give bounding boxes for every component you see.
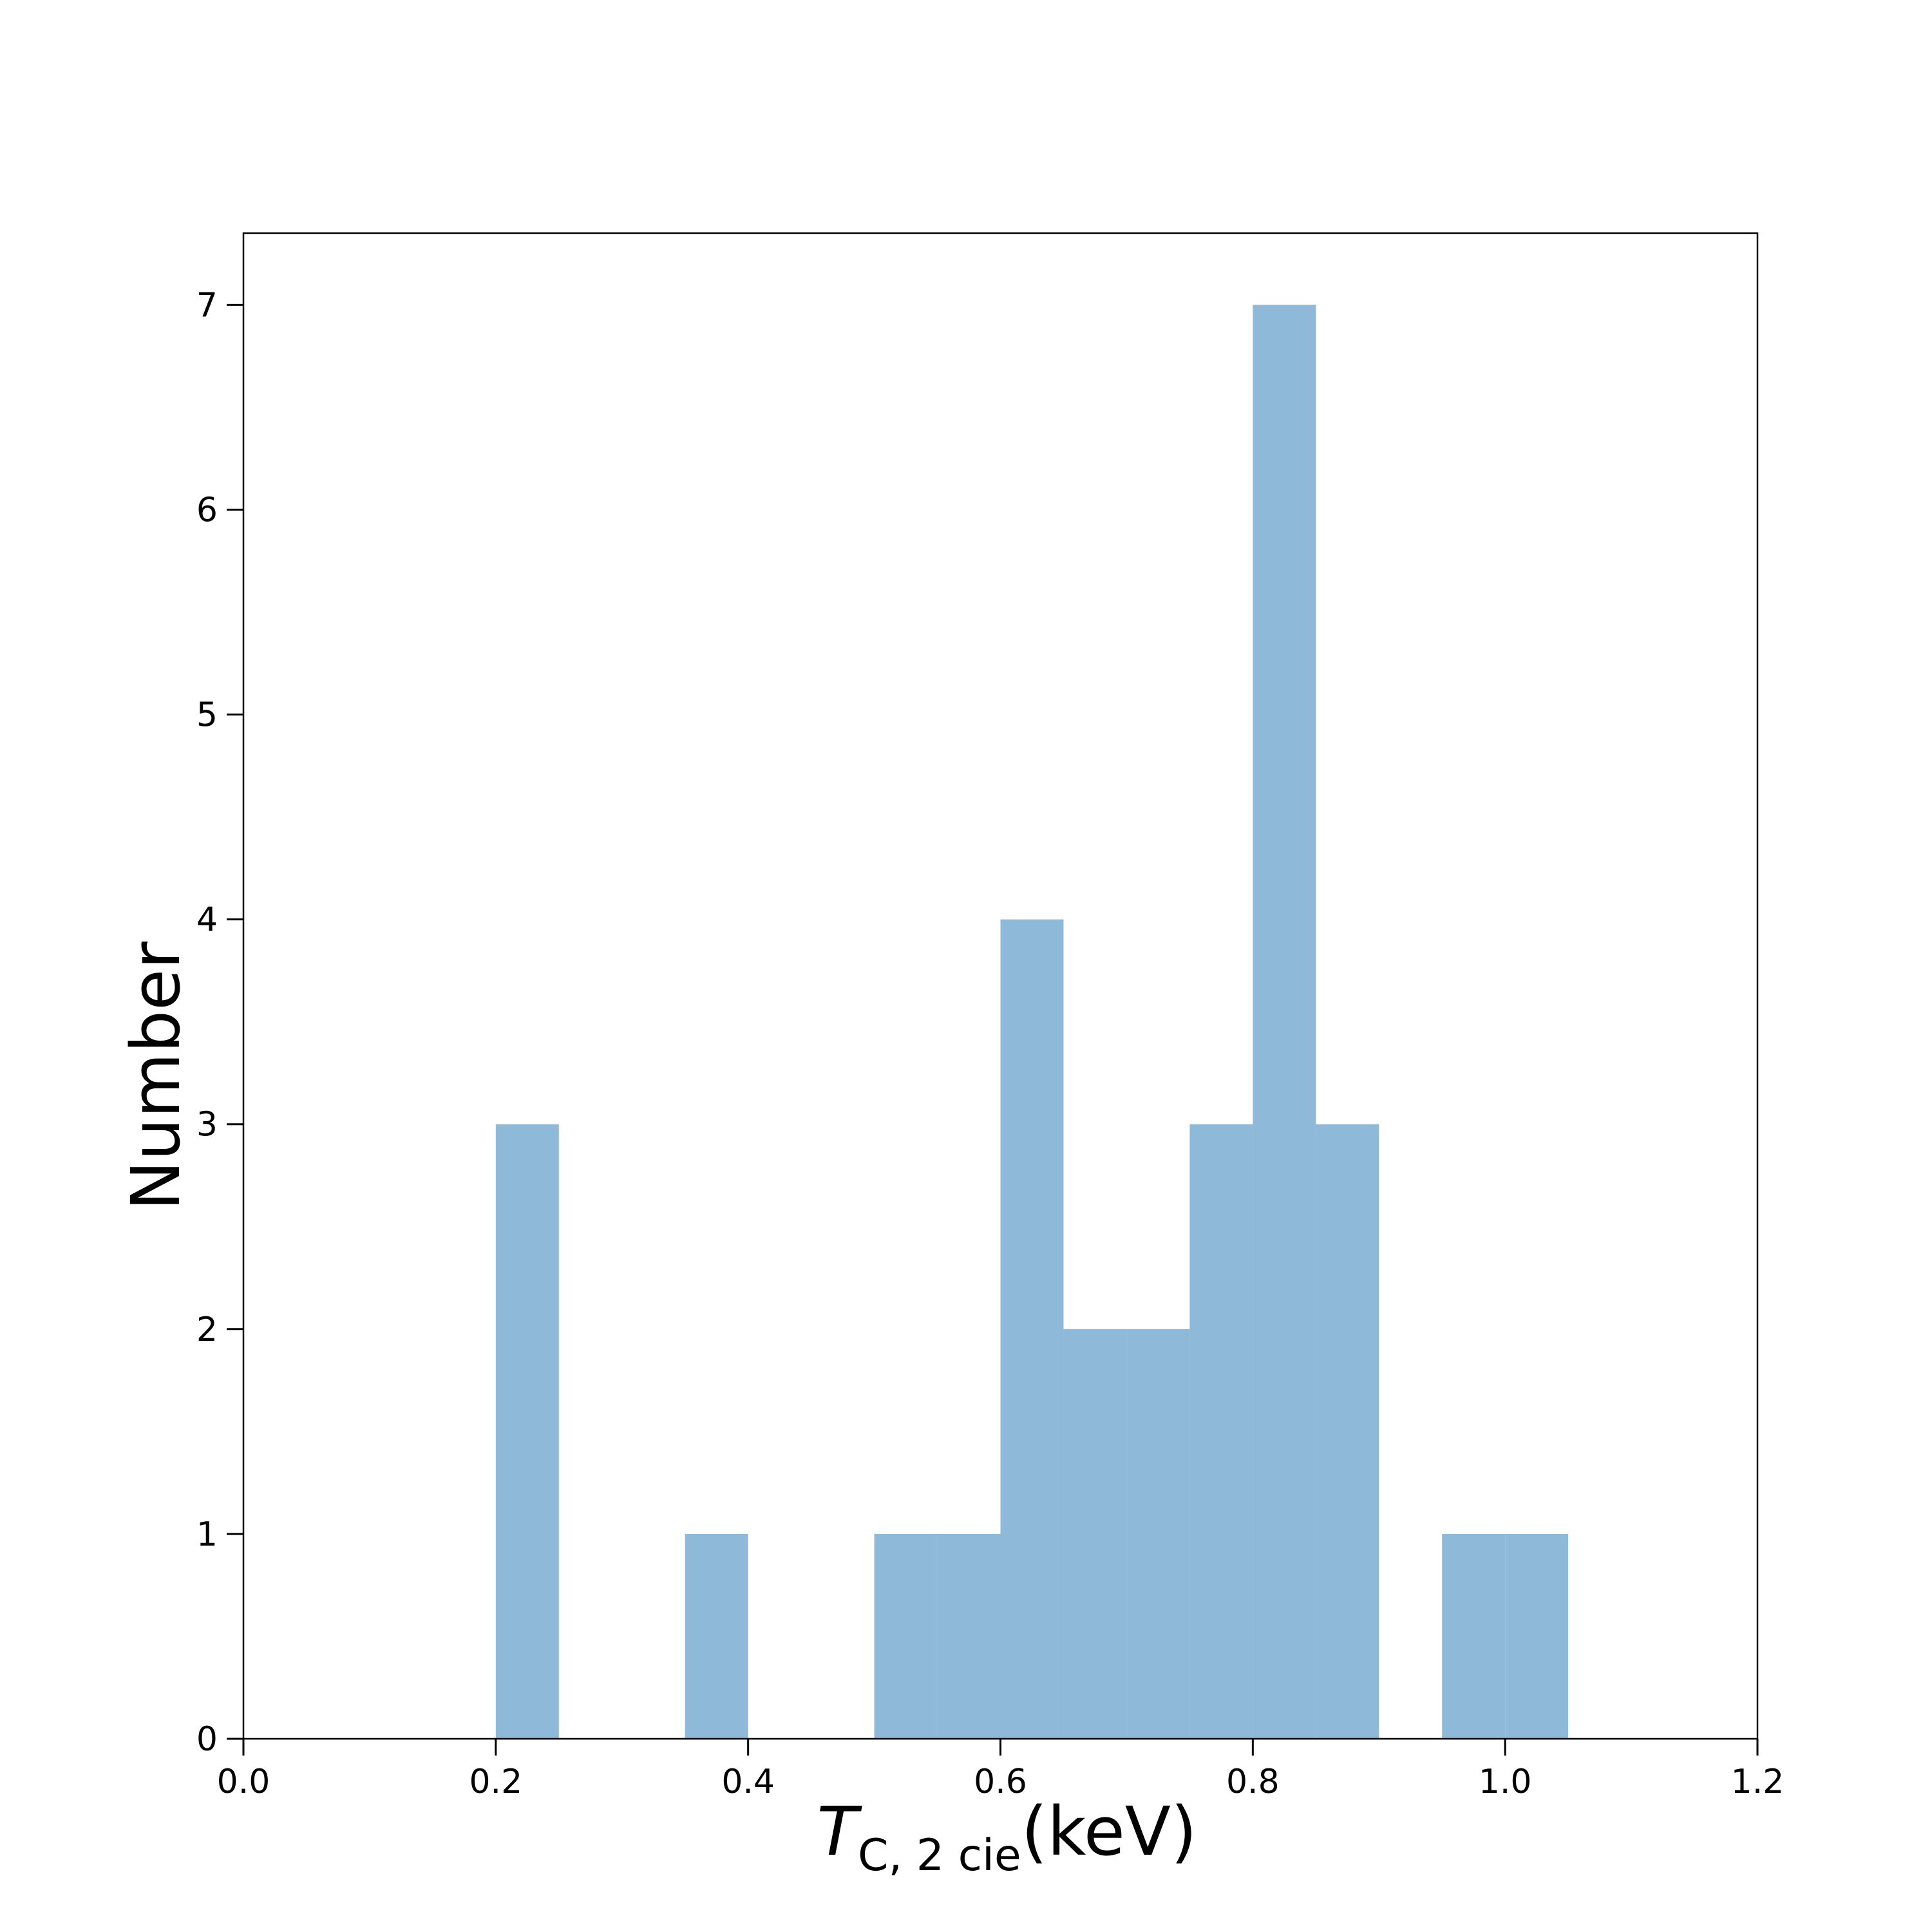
y-tick-label: 7 [196,286,218,325]
x-axis-title-subscript: C, 2 cie [858,1830,1021,1881]
histogram-bar [495,1124,559,1739]
y-tick-label: 0 [196,1720,218,1759]
x-tick-label: 0.4 [721,1763,775,1801]
x-tick-label: 0.0 [217,1763,270,1801]
histogram-bar [874,1533,938,1739]
x-tick-label: 1.2 [1731,1763,1785,1801]
y-tick-label: 1 [196,1515,218,1554]
y-tick-label: 4 [196,901,218,940]
bars-group [495,305,1569,1739]
x-axis-title-unit: (keV) [1021,1792,1197,1871]
x-tick-label: 1.0 [1479,1763,1532,1801]
histogram-bar [1063,1329,1127,1739]
histogram-bar [937,1533,1001,1739]
x-axis-ticks: 0.0 0.2 0.4 0.6 0.8 1.0 1.2 [217,1739,1785,1801]
y-tick-label: 2 [196,1311,218,1349]
histogram-bar [1505,1533,1569,1739]
histogram-bar [1189,1124,1253,1739]
histogram-bar [1000,919,1064,1739]
histogram-bar [1442,1533,1506,1739]
y-tick-label: 3 [196,1106,218,1144]
histogram-bar [1253,305,1316,1739]
y-tick-label: 6 [196,491,218,529]
x-tick-label: 0.6 [974,1763,1027,1801]
x-tick-label: 0.2 [469,1763,522,1801]
y-axis-ticks: 0 1 2 3 4 5 6 7 [196,286,243,1759]
histogram-bar [685,1533,748,1739]
y-axis-title: Number [117,942,195,1211]
x-axis-title-symbol: T [817,1792,862,1871]
histogram-bar [1126,1329,1190,1739]
histogram-bar [1316,1124,1379,1739]
x-tick-label: 0.8 [1226,1763,1280,1801]
y-tick-label: 5 [196,696,218,735]
x-axis-title: TC, 2 cie(keV) [817,1792,1197,1881]
